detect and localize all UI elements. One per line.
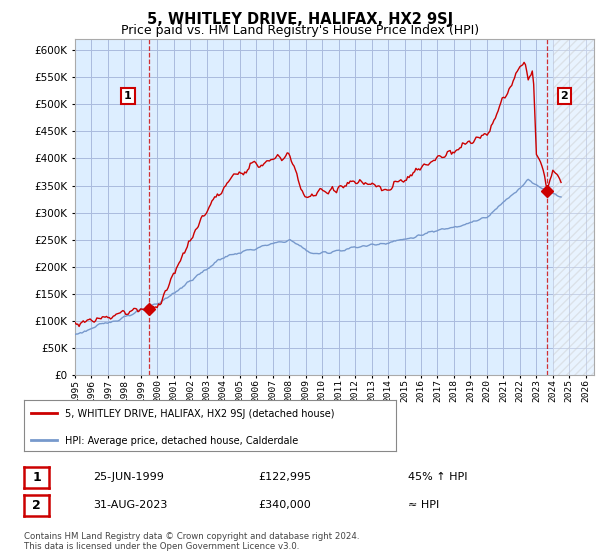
Text: Contains HM Land Registry data © Crown copyright and database right 2024.
This d: Contains HM Land Registry data © Crown c… — [24, 532, 359, 552]
Text: 45% ↑ HPI: 45% ↑ HPI — [408, 472, 467, 482]
Text: 5, WHITLEY DRIVE, HALIFAX, HX2 9SJ: 5, WHITLEY DRIVE, HALIFAX, HX2 9SJ — [147, 12, 453, 27]
Text: 31-AUG-2023: 31-AUG-2023 — [93, 500, 167, 510]
Text: HPI: Average price, detached house, Calderdale: HPI: Average price, detached house, Cald… — [65, 436, 298, 446]
Text: ≈ HPI: ≈ HPI — [408, 500, 439, 510]
Text: 1: 1 — [32, 471, 41, 484]
Bar — [553, 39, 594, 375]
Text: 2: 2 — [32, 499, 41, 512]
Text: £340,000: £340,000 — [258, 500, 311, 510]
Bar — [553, 39, 594, 375]
Text: 1: 1 — [124, 91, 132, 101]
Text: 2: 2 — [560, 91, 568, 101]
Text: 5, WHITLEY DRIVE, HALIFAX, HX2 9SJ (detached house): 5, WHITLEY DRIVE, HALIFAX, HX2 9SJ (deta… — [65, 409, 334, 419]
Text: 25-JUN-1999: 25-JUN-1999 — [93, 472, 164, 482]
Text: Price paid vs. HM Land Registry's House Price Index (HPI): Price paid vs. HM Land Registry's House … — [121, 24, 479, 37]
Text: £122,995: £122,995 — [258, 472, 311, 482]
